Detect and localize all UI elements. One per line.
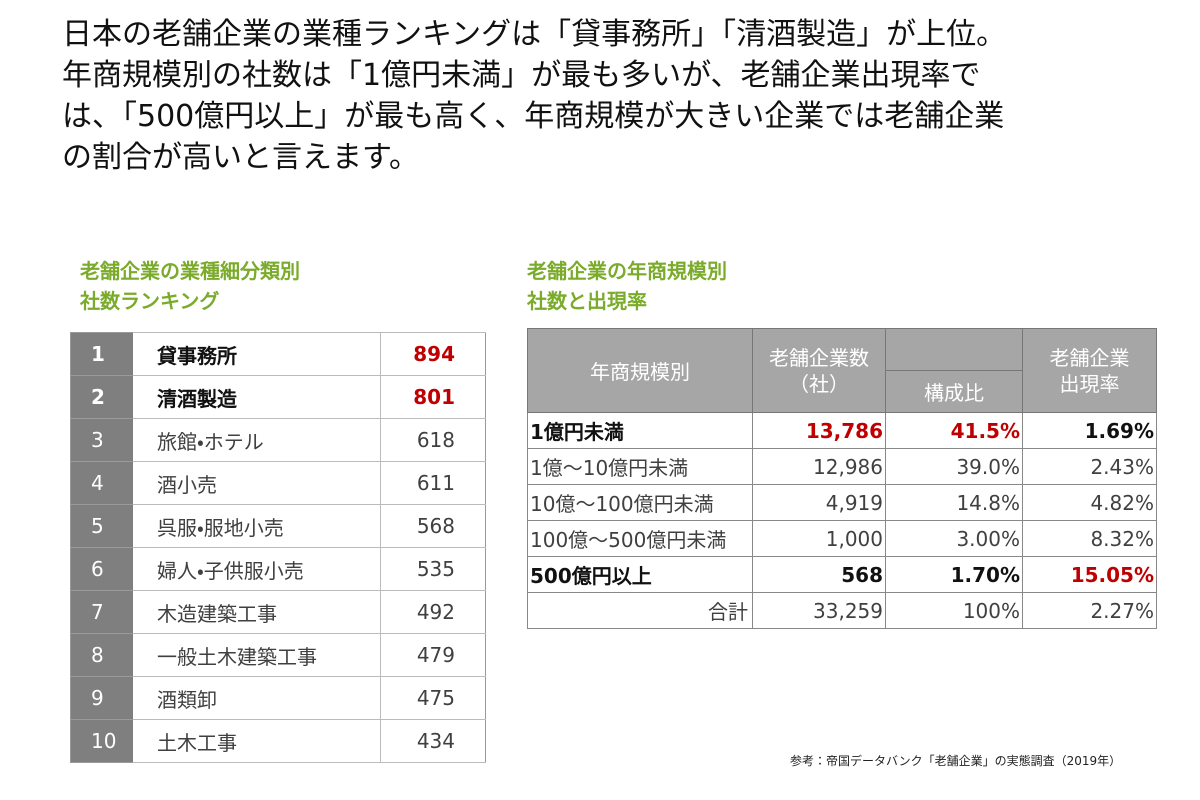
header-text: 出現率 (1059, 371, 1120, 396)
cell: 568 (752, 556, 886, 593)
cell: 6 (70, 547, 133, 591)
cell: 4,919 (752, 484, 886, 521)
caption-line: 老舗企業の年商規模別 (527, 259, 727, 283)
cell: 酒小売 (133, 461, 381, 505)
row: 4 酒小売 611 (70, 461, 486, 505)
cell: 479 (380, 633, 486, 677)
source-note: 参考：帝国データバンク「老舗企業」の実態調査（2019年） (790, 754, 1122, 768)
cell: 7 (70, 590, 133, 634)
header-text: 老舗企業 (1049, 345, 1130, 370)
cell: 10 (70, 719, 133, 763)
cell: 2 (70, 375, 133, 419)
cell: 酒類卸 (133, 676, 381, 720)
title-line: は、「500億円以上」が最も高く、年商規模が大きい企業では老舗企業 (62, 99, 1005, 134)
row: 3 旅館・ホテル 618 (70, 418, 486, 462)
cell: 618 (380, 418, 486, 462)
cell: 2.27% (1022, 592, 1157, 629)
cell: 4 (70, 461, 133, 505)
cell: 535 (380, 547, 486, 591)
cell: 801 (380, 375, 486, 419)
right-caption: 老舗企業の年商規模別 社数と出現率 (527, 256, 727, 316)
header-cell: 老舗企業 出現率 (1022, 328, 1157, 413)
row: 100億～500億円未満 1,000 3.00% 8.32% (527, 520, 1157, 557)
header-cell: 構成比 (885, 370, 1023, 413)
cell: 土木工事 (133, 719, 381, 763)
cell: 合計 (527, 592, 753, 629)
row: 10 土木工事 434 (70, 719, 486, 763)
cell: 3.00% (885, 520, 1023, 557)
cell: 1億円未満 (527, 412, 753, 449)
cell: 旅館・ホテル (133, 418, 381, 462)
cell: 434 (380, 719, 486, 763)
cell: 清酒製造 (133, 375, 381, 419)
row: 2 清酒製造 801 (70, 375, 486, 419)
cell: 5 (70, 504, 133, 548)
left-caption: 老舗企業の業種細分類別 社数ランキング (80, 256, 300, 316)
header-cell: 老舗企業数 （社） (752, 328, 886, 413)
cell: 1.70% (885, 556, 1023, 593)
cell: 611 (380, 461, 486, 505)
row: 8 一般土木建築工事 479 (70, 633, 486, 677)
caption-line: 社数と出現率 (527, 289, 647, 313)
cell: 1億～10億円未満 (527, 448, 753, 485)
cell: 39.0% (885, 448, 1023, 485)
cell: 475 (380, 676, 486, 720)
cell: 呉服・服地小売 (133, 504, 381, 548)
row: 5 呉服・服地小売 568 (70, 504, 486, 548)
header-cell (885, 328, 1023, 371)
cell: 1 (70, 332, 133, 376)
header-cell: 年商規模別 (527, 328, 753, 413)
caption-line: 社数ランキング (80, 289, 220, 313)
cell: 3 (70, 418, 133, 462)
caption-line: 老舗企業の業種細分類別 (80, 259, 300, 283)
header-text: （社） (789, 371, 849, 396)
cell: 8.32% (1022, 520, 1157, 557)
cell: 500億円以上 (527, 556, 753, 593)
cell: 4.82% (1022, 484, 1157, 521)
title-line: の割合が高いと言えます。 (62, 140, 419, 175)
cell: 492 (380, 590, 486, 634)
row: 6 婦人・子供服小売 535 (70, 547, 486, 591)
cell: 894 (380, 332, 486, 376)
cell: 10億～100億円未満 (527, 484, 753, 521)
cell: 木造建築工事 (133, 590, 381, 634)
title-line: 日本の老舗企業の業種ランキングは「貸事務所」「清酒製造」が上位。 (62, 17, 1007, 52)
row: 合計 33,259 100% 2.27% (527, 592, 1157, 629)
ranking-table: 1 貸事務所 894 2 清酒製造 801 3 旅館・ホテル 618 4 酒小売 611 5 呉服・服地小… (70, 332, 486, 763)
cell: 9 (70, 676, 133, 720)
row: 500億円以上 568 1.70% 15.05% (527, 556, 1157, 593)
cell: 568 (380, 504, 486, 548)
title: 日本の老舗企業の業種ランキングは「貸事務所」「清酒製造」が上位。 年商規模別の社数… (62, 14, 1006, 178)
row: 7 木造建築工事 492 (70, 590, 486, 634)
row: 9 酒類卸 475 (70, 676, 486, 720)
title-line: 年商規模別の社数は「1億円未満」が最も多いが、老舗企業出現率で (62, 58, 981, 93)
cell: 2.43% (1022, 448, 1157, 485)
cell: 33,259 (752, 592, 886, 629)
row: 1億～10億円未満 12,986 39.0% 2.43% (527, 448, 1157, 485)
scale-table: 年商規模別 老舗企業数 （社） 老舗企業 出現率 構成比 1億円未満 13,786 41… (527, 328, 1157, 629)
row: 1億円未満 13,786 41.5% 1.69% (527, 412, 1157, 449)
row: 10億～100億円未満 4,919 14.8% 4.82% (527, 484, 1157, 521)
row: 1 貸事務所 894 (70, 332, 486, 376)
cell: 41.5% (885, 412, 1023, 449)
cell: 一般土木建築工事 (133, 633, 381, 677)
cell: 14.8% (885, 484, 1023, 521)
cell: 13,786 (752, 412, 886, 449)
cell: 貸事務所 (133, 332, 381, 376)
cell: 12,986 (752, 448, 886, 485)
cell: 1.69% (1022, 412, 1157, 449)
cell: 100億～500億円未満 (527, 520, 753, 557)
cell: 1,000 (752, 520, 886, 557)
cell: 8 (70, 633, 133, 677)
cell: 婦人・子供服小売 (133, 547, 381, 591)
header-text: 老舗企業数 (769, 345, 869, 370)
cell: 15.05% (1022, 556, 1157, 593)
cell: 100% (885, 592, 1023, 629)
